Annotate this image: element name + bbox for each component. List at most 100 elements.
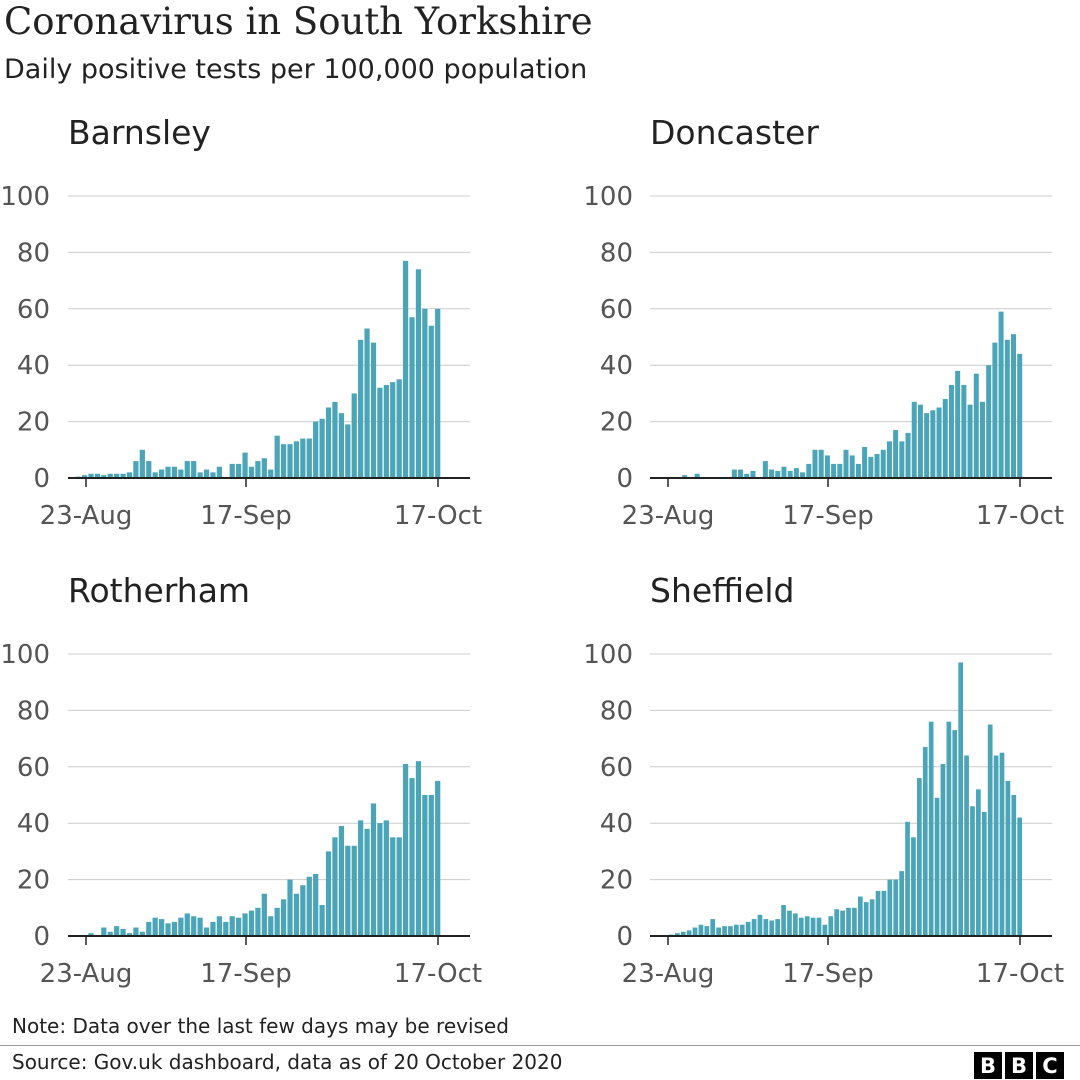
bar xyxy=(120,928,126,936)
bar xyxy=(274,907,280,936)
bar xyxy=(728,926,733,936)
bar xyxy=(377,387,383,478)
bar xyxy=(751,919,757,936)
y-tick-label: 100 xyxy=(0,640,50,670)
bar xyxy=(911,837,916,936)
bar xyxy=(992,342,998,478)
bar xyxy=(874,454,880,478)
bar xyxy=(81,475,88,478)
bar xyxy=(840,910,845,936)
bar xyxy=(722,926,727,936)
bar xyxy=(191,461,197,478)
y-tick-label: 60 xyxy=(17,295,50,325)
bar xyxy=(837,463,843,478)
y-tick-label: 80 xyxy=(600,238,633,268)
bar xyxy=(887,879,893,936)
bar xyxy=(1004,339,1010,478)
bar xyxy=(940,763,946,936)
bar xyxy=(993,755,999,936)
bar xyxy=(922,747,928,936)
small-multiples-charts: Barnsley 0 20 40 60 80 100 23-Aug 17-Sep 17-Oct Do… xyxy=(0,113,1064,989)
bar xyxy=(775,470,781,478)
bar xyxy=(203,469,210,478)
bar xyxy=(936,407,942,478)
bar xyxy=(415,269,422,478)
bbc-logo-letter: B xyxy=(974,1052,1002,1079)
y-tick-label: 0 xyxy=(616,464,633,494)
bar xyxy=(428,795,434,936)
bar xyxy=(280,899,287,936)
bar xyxy=(242,913,248,936)
bar xyxy=(94,473,100,478)
y-tick-label: 60 xyxy=(600,753,633,783)
bar xyxy=(1005,780,1011,936)
bar xyxy=(849,455,855,478)
bar xyxy=(964,755,969,936)
bar xyxy=(236,917,242,936)
bar xyxy=(435,780,441,936)
bar xyxy=(184,913,190,936)
bar xyxy=(810,917,816,936)
bar xyxy=(738,469,744,478)
bar xyxy=(396,379,402,478)
bar xyxy=(818,449,824,478)
bar xyxy=(822,924,828,936)
bar xyxy=(857,896,863,936)
bar xyxy=(855,463,861,478)
bar xyxy=(686,930,692,936)
bar xyxy=(886,441,892,478)
x-tick-label: 17-Oct xyxy=(976,959,1064,989)
x-tick-label: 17-Oct xyxy=(394,959,482,989)
bar xyxy=(986,365,992,478)
bar xyxy=(152,472,158,478)
bar xyxy=(899,871,904,936)
note-text: Note: Data over the last few days may be… xyxy=(12,1014,509,1038)
bar xyxy=(203,927,210,936)
bar xyxy=(952,730,958,936)
bar xyxy=(775,919,781,936)
bar xyxy=(733,924,739,936)
bar xyxy=(905,821,910,936)
bar xyxy=(704,926,710,936)
bar xyxy=(402,763,409,936)
bar xyxy=(834,909,840,936)
bar xyxy=(261,458,267,478)
bar xyxy=(680,931,686,936)
y-tick-label: 80 xyxy=(17,238,50,268)
chart-subtitle: Daily positive tests per 100,000 populat… xyxy=(4,54,588,85)
bar xyxy=(806,463,812,478)
bar xyxy=(824,455,830,478)
bar xyxy=(287,879,293,936)
bar xyxy=(338,413,344,478)
y-tick-label: 0 xyxy=(616,922,633,952)
bar xyxy=(351,845,357,936)
bar xyxy=(881,890,887,936)
bar xyxy=(682,475,688,478)
bar xyxy=(763,919,769,936)
bar xyxy=(351,393,357,478)
bar xyxy=(229,916,235,936)
bar xyxy=(293,441,300,478)
bar xyxy=(293,893,300,936)
y-tick-label: 40 xyxy=(600,351,633,381)
bar xyxy=(268,916,274,936)
bar xyxy=(422,308,428,478)
x-tick-label: 17-Sep xyxy=(782,501,873,531)
y-tick-label: 40 xyxy=(17,351,50,381)
bar xyxy=(816,917,822,936)
bar xyxy=(255,907,261,936)
x-tick-label: 17-Sep xyxy=(200,959,291,989)
bar xyxy=(345,845,351,936)
bar xyxy=(787,470,793,478)
bar xyxy=(863,902,869,936)
bar xyxy=(274,435,280,478)
bar xyxy=(970,806,975,936)
y-tick-label: 40 xyxy=(600,809,633,839)
bar xyxy=(383,384,389,478)
bar xyxy=(880,449,886,478)
bar xyxy=(165,466,171,478)
x-tick-label: 17-Oct xyxy=(394,501,482,531)
bar xyxy=(998,311,1004,478)
bar xyxy=(744,473,750,478)
bar xyxy=(88,933,94,936)
